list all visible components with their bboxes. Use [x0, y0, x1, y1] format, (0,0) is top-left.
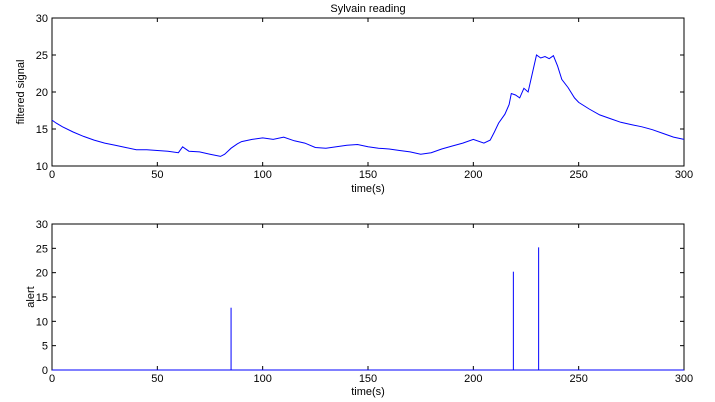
y-tick-label: 5 [42, 341, 48, 353]
y-tick-label: 10 [36, 161, 48, 173]
x-tick-label: 100 [253, 373, 271, 385]
y-tick-label: 20 [36, 87, 48, 99]
x-tick-label: 150 [359, 373, 377, 385]
alert-plot-frame [51, 223, 685, 371]
x-tick-label: 300 [675, 373, 693, 385]
y-tick-label: 25 [36, 50, 48, 62]
signal-plot-frame [51, 17, 685, 167]
y-tick-label: 15 [36, 292, 48, 304]
x-tick-label: 250 [569, 373, 587, 385]
alert-spikes [230, 247, 540, 370]
filtered-signal-line [51, 54, 685, 157]
y-tick-label: 30 [36, 13, 48, 25]
x-tick-label: 0 [49, 169, 55, 181]
signal-y-axis-label: filtered signal [15, 60, 27, 125]
y-tick-label: 25 [36, 243, 48, 255]
y-tick-label: 10 [36, 316, 48, 328]
signal-x-ticks: 0 50 100 150 200 250 300 [49, 18, 693, 181]
y-tick-label: 0 [42, 365, 48, 377]
chart-title: Sylvain reading [330, 3, 405, 15]
alert-x-axis-label: time(s) [351, 386, 385, 398]
signal-plot: Sylvain reading 0 50 100 150 200 250 300 10 15 2… [15, 3, 693, 195]
y-tick-label: 20 [36, 268, 48, 280]
y-tick-label: 15 [36, 124, 48, 136]
signal-x-axis-label: time(s) [351, 183, 385, 195]
alert-y-axis-label: alert [25, 286, 37, 307]
alert-y-ticks: 0 5 10 15 20 25 30 [36, 219, 684, 377]
x-tick-label: 300 [675, 169, 693, 181]
signal-y-ticks: 10 15 20 25 30 [36, 13, 684, 173]
x-tick-label: 250 [569, 169, 587, 181]
x-tick-label: 0 [49, 373, 55, 385]
x-tick-label: 50 [151, 373, 163, 385]
x-tick-label: 50 [151, 169, 163, 181]
x-tick-label: 150 [359, 169, 377, 181]
alert-x-ticks: 0 50 100 150 200 250 300 [49, 224, 693, 385]
y-tick-label: 30 [36, 219, 48, 231]
x-tick-label: 200 [464, 169, 482, 181]
x-tick-label: 200 [464, 373, 482, 385]
x-tick-label: 100 [253, 169, 271, 181]
